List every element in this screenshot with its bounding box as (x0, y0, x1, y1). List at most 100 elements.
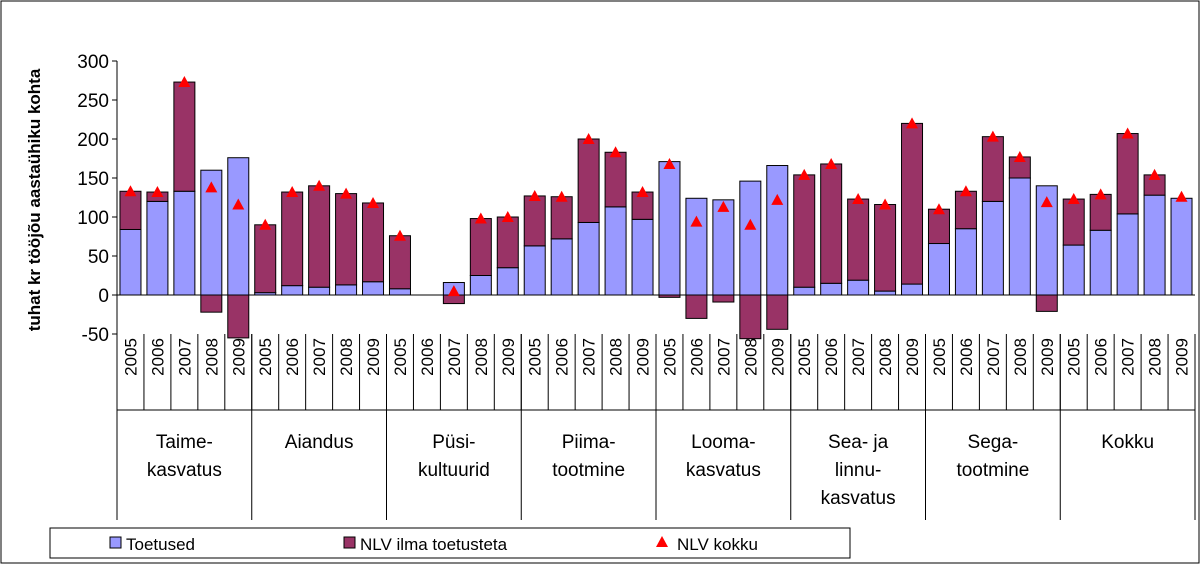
legend-swatch-nlv-ilma-toetusteta (343, 536, 356, 549)
y-tick-label: 0 (98, 286, 109, 307)
bar-toetused (496, 267, 519, 296)
marker-nlv-kokku (259, 218, 272, 230)
bar-nlv-ilma-toetusteta (119, 190, 142, 230)
legend-swatch-toetused (109, 536, 122, 549)
y-tick-label: 100 (77, 208, 109, 229)
marker-nlv-kokku (879, 198, 892, 210)
marker-nlv-kokku (367, 196, 380, 208)
marker-nlv-kokku (340, 187, 353, 199)
bar-nlv-ilma-toetusteta (739, 294, 762, 340)
bar-toetused (1089, 229, 1112, 296)
year-tick-label: 2009 (1173, 338, 1192, 376)
year-tick-label: 2006 (822, 338, 841, 376)
bar-nlv-ilma-toetusteta (1035, 294, 1058, 312)
bar-nlv-ilma-toetusteta (1062, 198, 1085, 246)
year-tick-label: 2005 (256, 338, 275, 376)
bar-toetused (954, 228, 977, 296)
year-tick-label: 2007 (1119, 338, 1138, 376)
year-tick-label: 2007 (580, 338, 599, 376)
year-tick-label: 2006 (148, 338, 167, 376)
year-tick-label: 2009 (634, 338, 653, 376)
group-label: Sea- ja (828, 432, 889, 453)
marker-nlv-kokku (555, 190, 568, 202)
bar-nlv-ilma-toetusteta (173, 81, 196, 192)
bar-toetused (604, 206, 627, 296)
bar-nlv-ilma-toetusteta (604, 151, 627, 208)
legend-label-toetused: Toetused (126, 535, 195, 554)
y-tick-label: -50 (82, 325, 109, 346)
legend-box (49, 527, 851, 559)
bar-toetused (658, 161, 681, 296)
year-tick-label: 2006 (553, 338, 572, 376)
year-tick-label: 2008 (607, 338, 626, 376)
marker-nlv-kokku (1067, 193, 1080, 205)
bar-nlv-ilma-toetusteta (388, 235, 411, 290)
bar-toetused (793, 286, 816, 296)
year-tick-label: 2009 (1038, 338, 1057, 376)
bar-toetused (550, 238, 573, 296)
marker-nlv-kokku (124, 185, 137, 197)
bar-toetused (1008, 177, 1031, 296)
bar-toetused (712, 199, 735, 296)
year-tick-label: 2008 (337, 338, 356, 376)
year-tick-label: 2008 (472, 338, 491, 376)
bar-nlv-ilma-toetusteta (766, 294, 789, 330)
marker-nlv-kokku (825, 157, 838, 169)
year-tick-label: 2005 (1065, 338, 1084, 376)
bar-nlv-ilma-toetusteta (200, 294, 223, 313)
bar-toetused (631, 218, 654, 296)
bar-nlv-ilma-toetusteta (927, 208, 950, 245)
bar-nlv-ilma-toetusteta (820, 163, 843, 284)
bar-toetused (469, 275, 492, 296)
legend-item-nlv-kokku: NLV kokku (656, 535, 758, 554)
year-tick-label: 2007 (310, 338, 329, 376)
bar-nlv-ilma-toetusteta (523, 195, 546, 247)
bar-toetused (1170, 197, 1193, 296)
bar-nlv-ilma-toetusteta (954, 190, 977, 230)
marker-nlv-kokku (582, 133, 595, 144)
bar-nlv-ilma-toetusteta (469, 218, 492, 276)
bar-toetused (173, 190, 196, 296)
year-tick-label: 2006 (418, 338, 437, 376)
year-tick-label: 2005 (930, 338, 949, 376)
year-tick-label: 2005 (391, 338, 410, 376)
y-tick-label: 250 (77, 91, 109, 112)
bar-nlv-ilma-toetusteta (712, 294, 735, 303)
legend-label-nlv-kokku: NLV kokku (677, 535, 758, 554)
group-label: Sega- (968, 432, 1019, 453)
marker-nlv-kokku (744, 218, 757, 230)
legend-item-nlv-ilma: NLV ilma toetusteta (343, 535, 508, 554)
legend: Toetused NLV ilma toetusteta NLV kokku (49, 527, 851, 559)
marker-nlv-kokku (474, 212, 487, 224)
marker-nlv-kokku (205, 181, 218, 193)
bar-toetused (227, 157, 250, 296)
marker-nlv-kokku (151, 186, 164, 198)
marker-nlv-kokku (959, 185, 972, 197)
year-tick-label: 2006 (957, 338, 976, 376)
bar-nlv-ilma-toetusteta (685, 294, 708, 319)
year-tick-label: 2006 (283, 338, 302, 376)
marker-nlv-kokku (1175, 190, 1188, 202)
bar-toetused (308, 286, 331, 296)
y-axis-title: tuhat kr tööjõu aastaühiku kohta (25, 68, 44, 331)
bar-toetused (739, 180, 762, 296)
year-tick-label: 2007 (849, 338, 868, 376)
marker-nlv-kokku (636, 186, 649, 198)
marker-nlv-kokku (447, 285, 460, 297)
bar-nlv-ilma-toetusteta (362, 202, 385, 283)
group-label: Looma- (691, 432, 755, 453)
marker-nlv-kokku (232, 198, 245, 210)
bar-toetused (335, 284, 358, 296)
group-label: tootmine (552, 460, 625, 481)
year-tick-label: 2009 (499, 338, 518, 376)
bar-toetused (1116, 213, 1139, 296)
year-tick-label: 2008 (876, 338, 895, 376)
bar-toetused (362, 281, 385, 296)
year-tick-label: 2009 (903, 338, 922, 376)
year-tick-label: 2006 (687, 338, 706, 376)
year-tick-label: 2009 (229, 338, 248, 376)
marker-nlv-kokku (528, 189, 541, 201)
bar-nlv-ilma-toetusteta (847, 198, 870, 281)
bar-nlv-ilma-toetusteta (254, 224, 277, 294)
